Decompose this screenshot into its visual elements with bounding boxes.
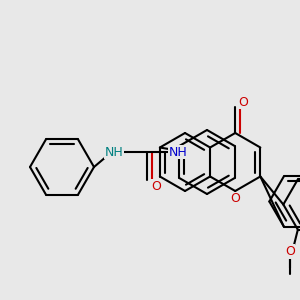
- Text: NH: NH: [169, 146, 188, 158]
- Text: O: O: [285, 245, 295, 258]
- Text: O: O: [151, 179, 161, 193]
- Text: NH: NH: [105, 146, 123, 158]
- Text: O: O: [238, 95, 248, 109]
- Text: O: O: [230, 193, 240, 206]
